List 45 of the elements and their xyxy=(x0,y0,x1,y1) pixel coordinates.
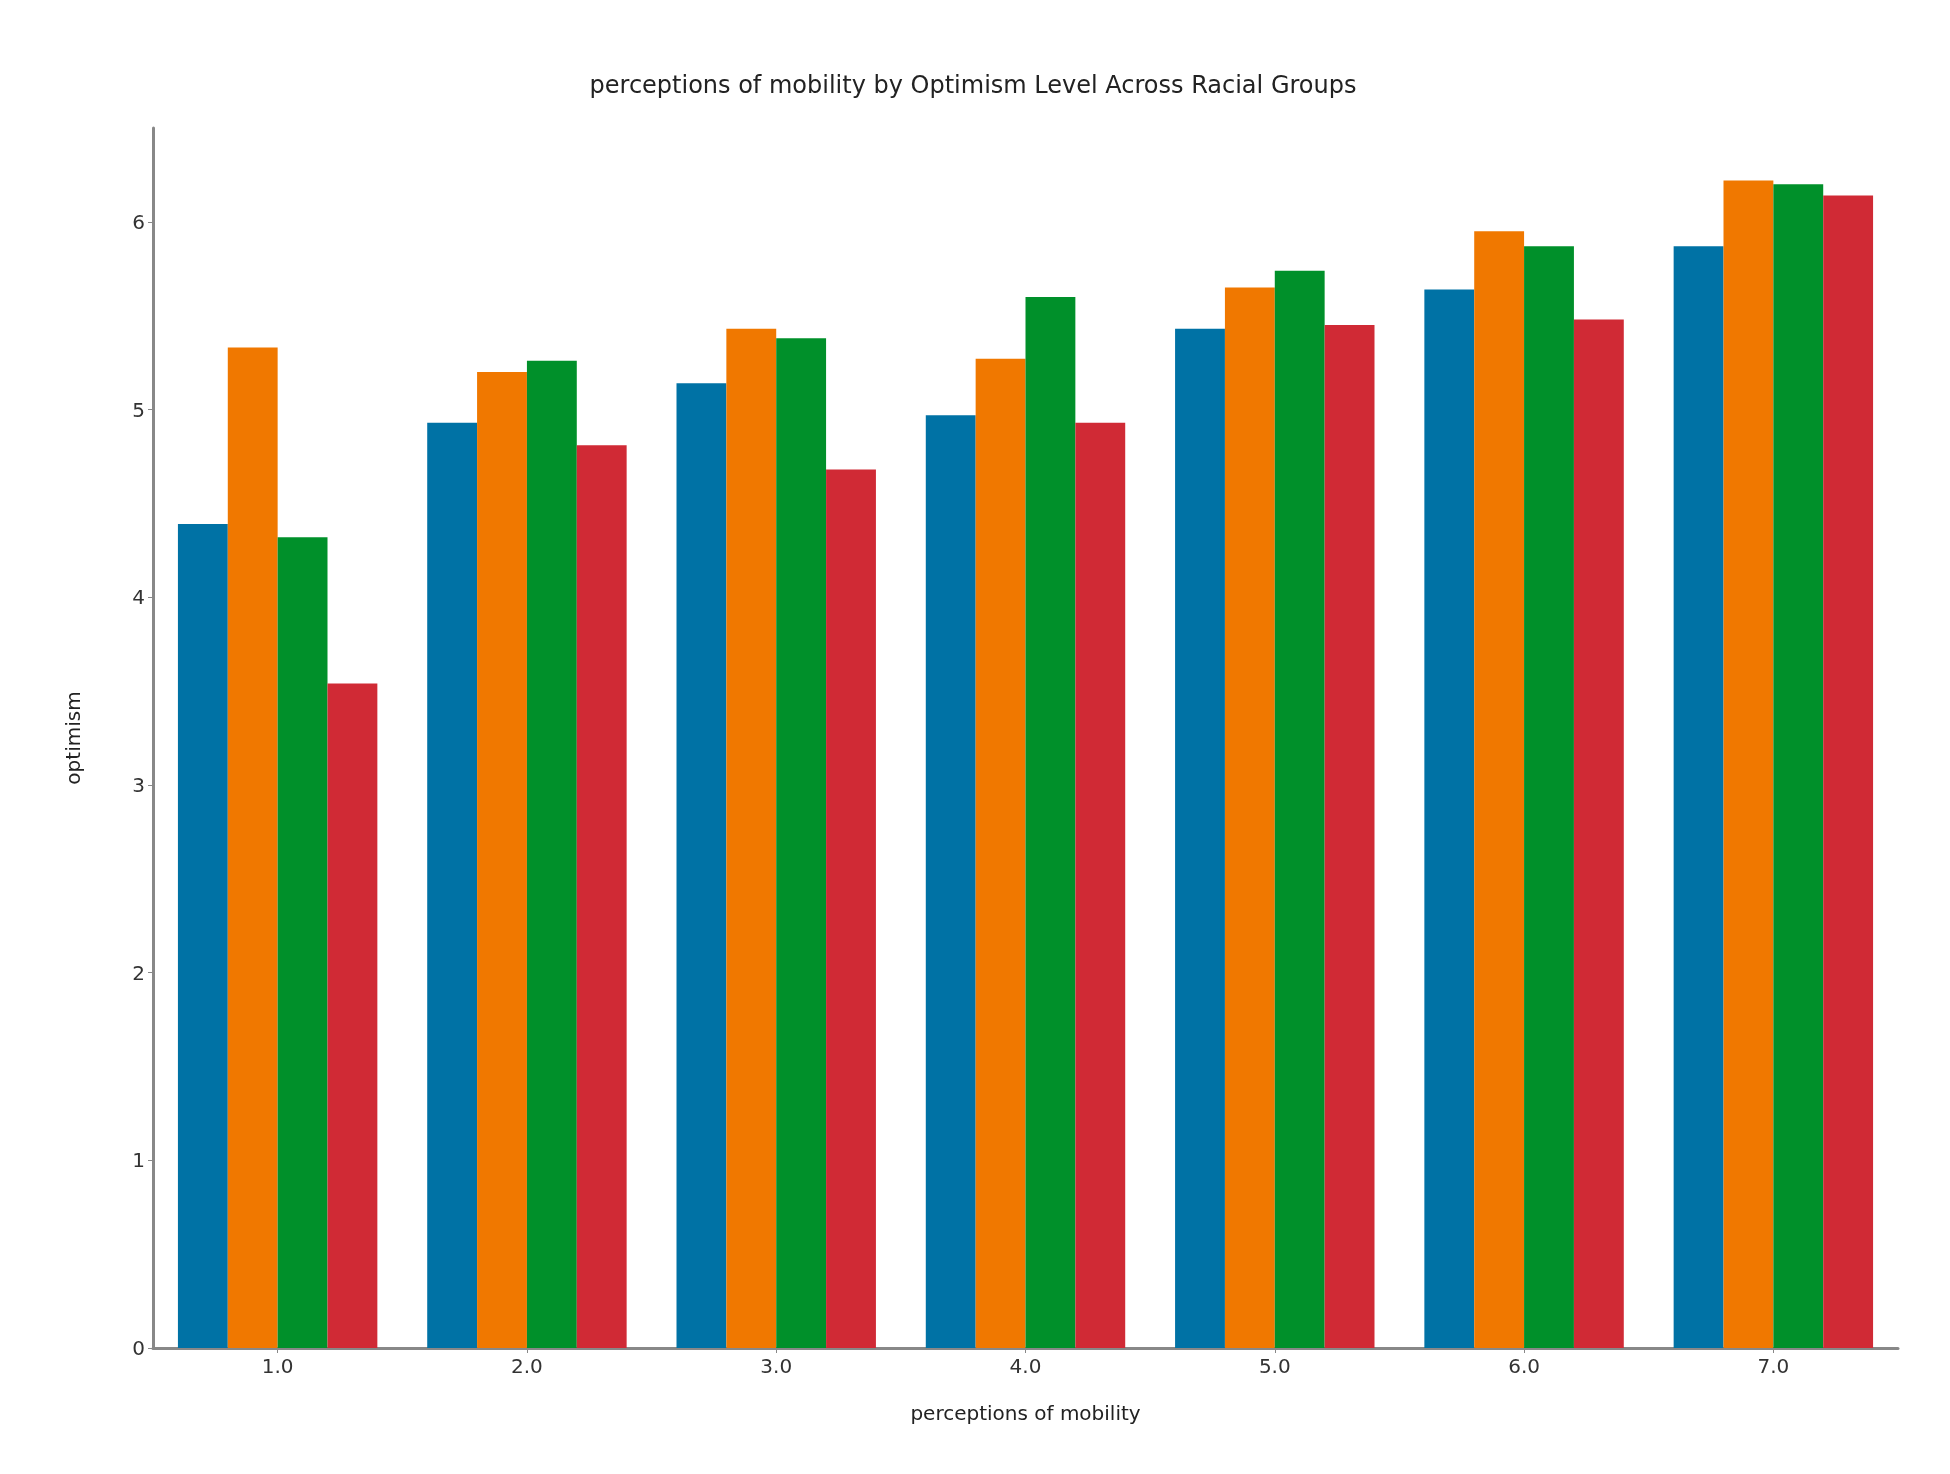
y-tick-label: 0 xyxy=(132,1336,145,1360)
bar xyxy=(227,347,278,1348)
y-tick-label: 2 xyxy=(132,960,145,985)
x-axis-title: perceptions of mobility xyxy=(910,1401,1141,1425)
y-tick-label: 4 xyxy=(132,585,145,610)
bar xyxy=(1175,328,1225,1348)
bar xyxy=(327,683,378,1348)
bar xyxy=(1274,270,1325,1348)
y-tick-label: 1 xyxy=(132,1148,145,1173)
y-tick-label: 6 xyxy=(132,209,145,234)
bar xyxy=(1424,289,1475,1348)
bar xyxy=(576,445,627,1348)
bar xyxy=(975,358,1026,1348)
y-tick-label: 5 xyxy=(132,397,145,422)
bar xyxy=(277,537,328,1348)
bar xyxy=(1324,325,1375,1348)
bar xyxy=(925,415,976,1348)
chart-title: perceptions of mobility by Optimism Level Across Racial Groups xyxy=(589,71,1357,99)
x-tick-label: 3.0 xyxy=(760,1354,793,1378)
bar xyxy=(1673,246,1724,1348)
x-tick-label: 6.0 xyxy=(1508,1354,1540,1378)
bar xyxy=(726,328,777,1348)
bar xyxy=(1723,180,1774,1348)
bar xyxy=(1773,184,1824,1348)
bar xyxy=(1823,195,1874,1348)
bar xyxy=(826,469,876,1348)
x-tick-label: 5.0 xyxy=(1258,1354,1291,1378)
bar xyxy=(776,338,827,1348)
bar xyxy=(177,524,228,1348)
bar xyxy=(1573,319,1624,1348)
bar xyxy=(1224,287,1275,1348)
bar xyxy=(1075,422,1126,1348)
x-tick-label: 7.0 xyxy=(1757,1354,1790,1378)
y-axis-title: optimism xyxy=(61,691,85,785)
bar xyxy=(477,372,527,1348)
x-tick-label: 2.0 xyxy=(511,1354,543,1378)
bar xyxy=(526,360,577,1348)
bar xyxy=(676,383,727,1348)
bar xyxy=(427,422,478,1348)
y-tick-label: 3 xyxy=(132,772,145,797)
x-tick-label: 4.0 xyxy=(1009,1354,1042,1378)
bar xyxy=(1524,246,1574,1348)
x-tick-label: 1.0 xyxy=(261,1354,294,1378)
bar xyxy=(1025,296,1076,1348)
bar xyxy=(1474,231,1525,1348)
